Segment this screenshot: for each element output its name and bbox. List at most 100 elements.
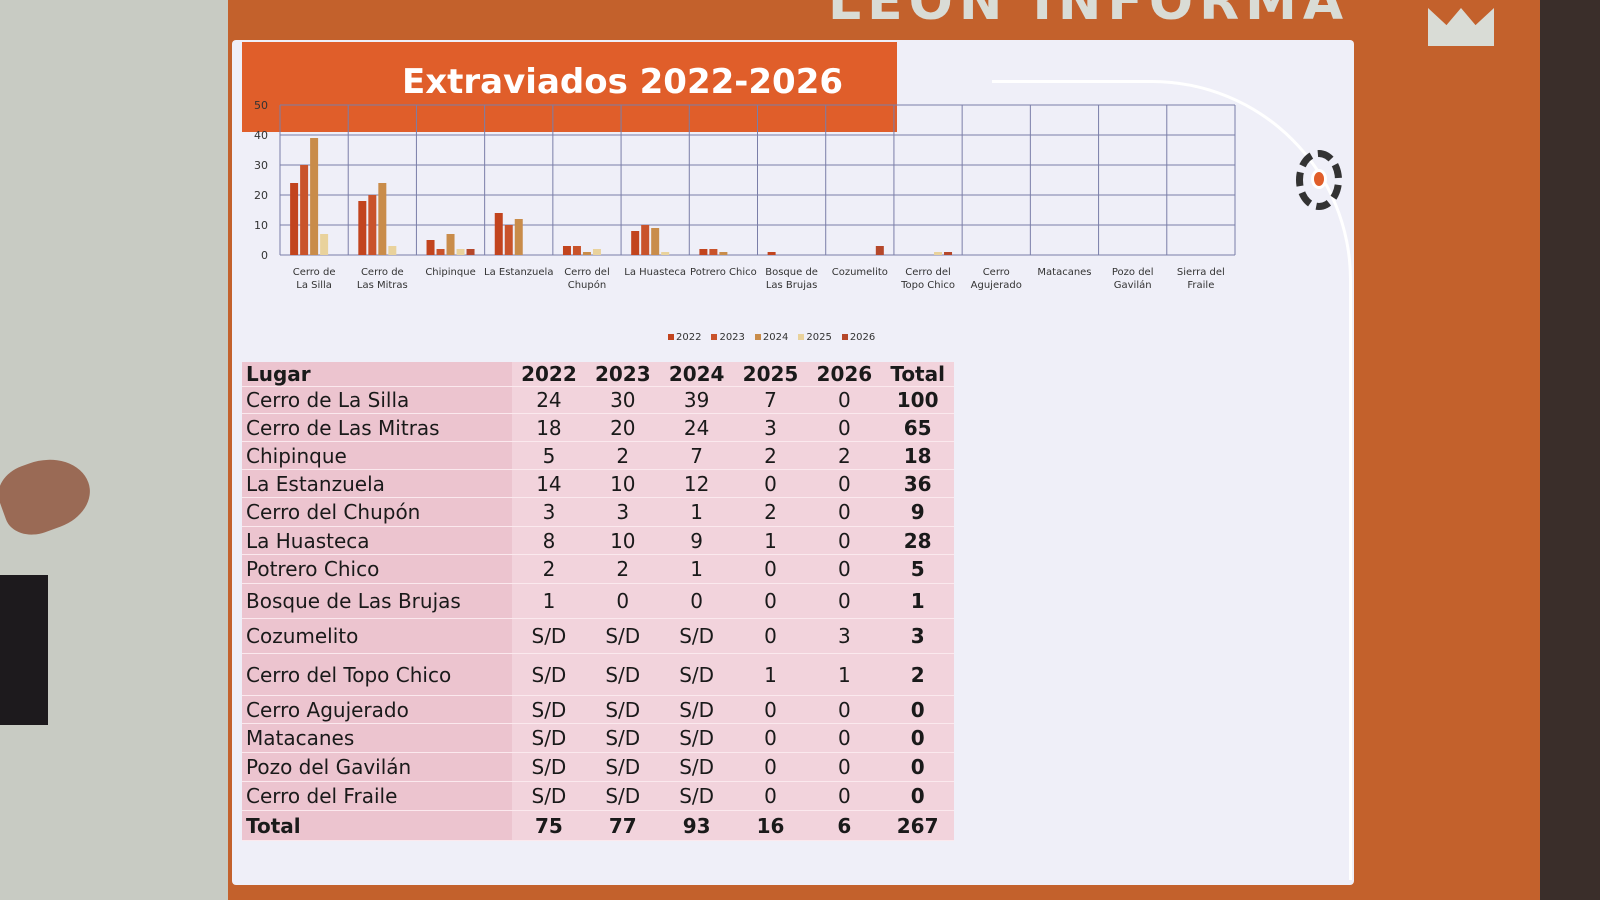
column-header: 2024 — [659, 362, 734, 387]
x-tick-label: Cerro de La Silla — [293, 267, 336, 291]
table-cell: 0 — [807, 752, 882, 782]
table-cell: 1 — [512, 583, 586, 619]
table-cell: 1 — [733, 526, 808, 555]
table-cell: 0 — [807, 413, 882, 442]
legend-swatch — [668, 334, 674, 340]
y-tick-label: 40 — [254, 129, 268, 142]
table-cell: 2 — [585, 554, 660, 584]
table-cell: 0 — [733, 781, 808, 811]
x-tick-label: Cerro del Topo Chico — [900, 267, 955, 291]
legend-item: 2026 — [841, 332, 876, 343]
table-cell: 1 — [659, 554, 734, 584]
table-cell: 8 — [512, 526, 586, 555]
total-cell: Total — [242, 810, 512, 841]
x-tick-label: Matacanes — [1037, 267, 1091, 278]
x-tick-label: Cerro del Chupón — [564, 267, 610, 291]
bar-2023 — [436, 249, 445, 255]
table-row: Chipinque 5 2 7 2 2 18 — [242, 441, 954, 470]
table-cell: 2 — [733, 497, 808, 527]
table-header-row: Lugar 2022 2023 2024 2025 2026 Total — [242, 362, 954, 387]
table-cell: 28 — [881, 526, 954, 555]
table-total-row: Total 75 77 93 16 6 267 — [242, 810, 954, 841]
bar-2022 — [494, 213, 503, 255]
backdrop-text: LEÓN INFORMA — [828, 0, 1350, 32]
table-cell: 2 — [881, 653, 954, 696]
bar-2022 — [426, 240, 435, 255]
table-cell: S/D — [512, 695, 586, 724]
table-cell: La Huasteca — [242, 526, 512, 555]
bar-2026 — [875, 246, 884, 255]
bar-2025 — [934, 252, 943, 255]
table-cell: 30 — [585, 386, 660, 414]
table-cell: S/D — [659, 695, 734, 724]
x-tick-label: Cerro Agujerado — [971, 267, 1022, 291]
table-cell: S/D — [659, 752, 734, 782]
table-cell: S/D — [512, 653, 586, 696]
total-cell: 6 — [807, 810, 882, 841]
table-cell: S/D — [585, 723, 660, 753]
table-cell: S/D — [659, 723, 734, 753]
legend-swatch — [798, 334, 805, 340]
table-row: Cerro del Topo Chico S/D S/D S/D 1 1 2 — [242, 653, 954, 696]
y-tick-label: 30 — [254, 159, 268, 172]
table-cell: 0 — [733, 618, 808, 654]
column-header: 2023 — [585, 362, 660, 387]
table-cell: S/D — [659, 653, 734, 696]
table-cell: 24 — [512, 386, 586, 414]
table-cell: 5 — [881, 554, 954, 584]
table-cell: 0 — [807, 386, 882, 414]
legend-label: 2024 — [762, 332, 789, 343]
column-header: Total — [881, 362, 954, 387]
y-tick-label: 50 — [254, 99, 268, 112]
table-cell: 39 — [659, 386, 734, 414]
table-cell: 0 — [807, 781, 882, 811]
table-cell: 1 — [881, 583, 954, 619]
bar-2022 — [290, 183, 299, 255]
table-cell: 0 — [733, 583, 808, 619]
table-row: Cerro del Chupón 3 3 1 2 0 9 — [242, 497, 954, 527]
total-cell: 93 — [659, 810, 734, 841]
table-cell: S/D — [659, 781, 734, 811]
table-cell: 0 — [881, 752, 954, 782]
bar-2023 — [368, 195, 377, 255]
y-tick-label: 0 — [261, 249, 268, 262]
column-header: 2026 — [807, 362, 882, 387]
table-row: Bosque de Las Brujas 1 0 0 0 0 1 — [242, 583, 954, 619]
chart-legend: 2022 2023 2024 2025 2026 — [668, 332, 875, 343]
civil-protection-logo-icon — [1296, 150, 1342, 210]
table-cell: 9 — [659, 526, 734, 555]
bar-2024 — [719, 252, 728, 255]
table-cell: 1 — [807, 653, 882, 696]
legend-item: 2024 — [754, 332, 789, 343]
slide-decoration — [992, 80, 1352, 880]
bar-2022 — [562, 246, 571, 255]
table-cell: Cerro de La Silla — [242, 386, 512, 414]
table-cell: 0 — [807, 695, 882, 724]
table-cell: 0 — [733, 469, 808, 498]
table-cell: 18 — [512, 413, 586, 442]
bar-2024 — [378, 183, 387, 255]
total-cell: 267 — [881, 810, 954, 841]
bar-2023 — [504, 225, 513, 255]
table-cell: La Estanzuela — [242, 469, 512, 498]
table-cell: 12 — [659, 469, 734, 498]
legend-label: 2026 — [849, 332, 876, 343]
bar-2023 — [709, 249, 718, 255]
table-cell: 2 — [512, 554, 586, 584]
table-cell: 0 — [733, 752, 808, 782]
bar-2025 — [456, 249, 465, 255]
bar-2024 — [310, 138, 319, 255]
table-cell: 10 — [585, 526, 660, 555]
x-tick-label: Chipinque — [425, 267, 475, 278]
bar-2024 — [446, 234, 455, 255]
bar-chart: 0 10 20 30 40 50 Cerro de La Silla Cerro de Las M… — [254, 99, 1236, 291]
table-cell: 0 — [659, 583, 734, 619]
table-cell: 0 — [807, 723, 882, 753]
table-cell: 2 — [807, 441, 882, 470]
slide-title: Extraviados 2022-2026 — [402, 62, 844, 102]
bar-2024 — [582, 252, 591, 255]
column-header: 2022 — [512, 362, 586, 387]
bar-2022 — [767, 252, 776, 255]
total-cell: 77 — [585, 810, 660, 841]
legend-label: 2025 — [806, 332, 832, 343]
